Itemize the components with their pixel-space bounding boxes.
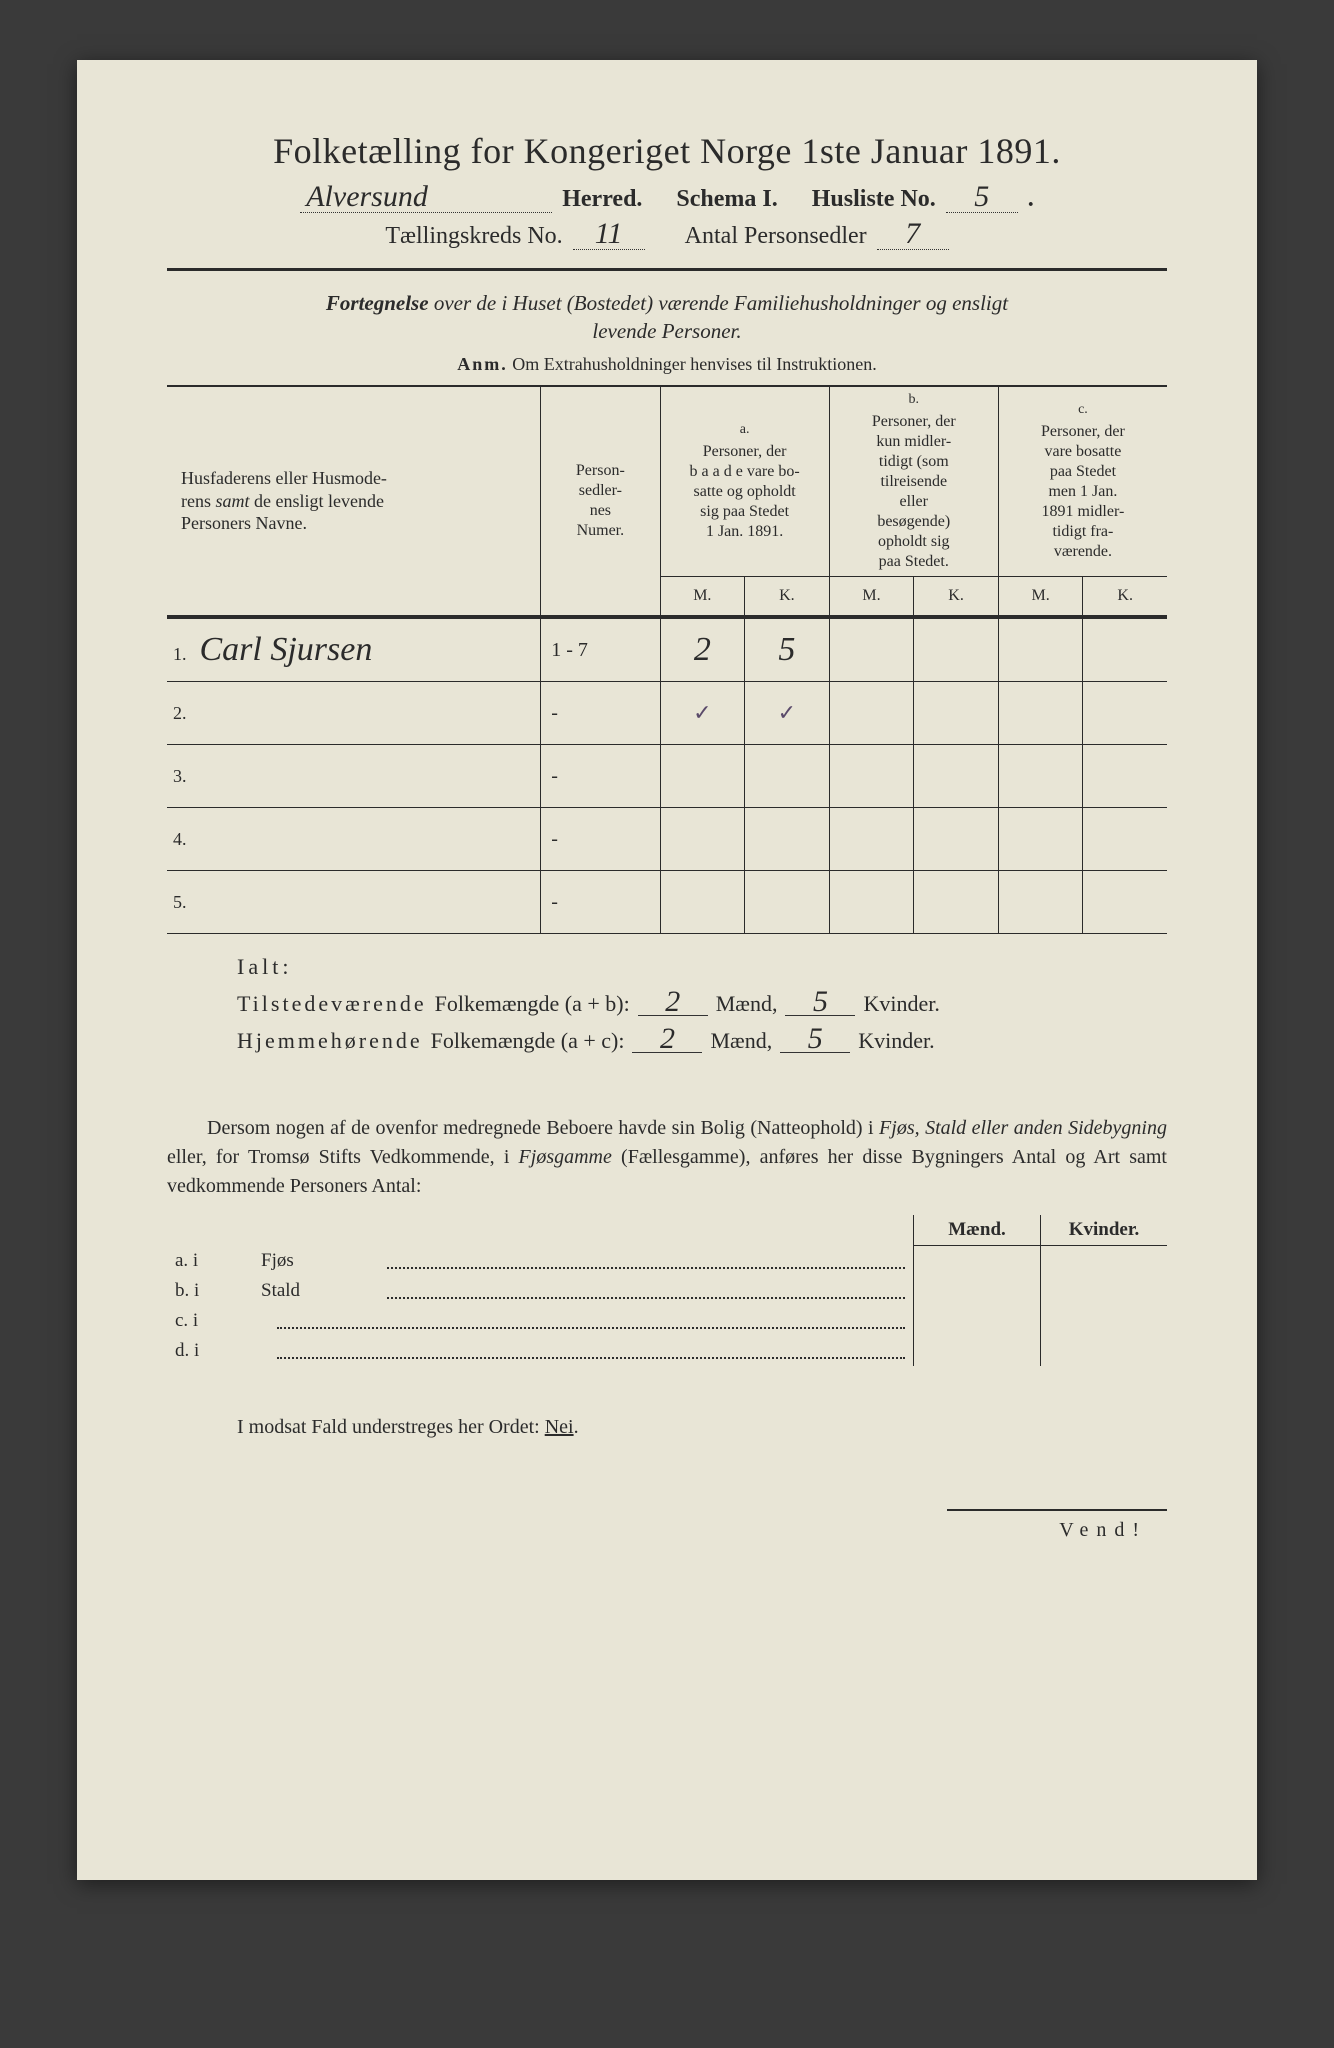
table-row: 4. - xyxy=(167,808,1167,871)
col-b-k: K. xyxy=(914,577,999,618)
sub-kvinder-header: Kvinder. xyxy=(1041,1215,1168,1246)
kreds-label: Tællingskreds No. xyxy=(385,223,562,250)
household-table: Husfaderens eller Husmode-rens samt de e… xyxy=(167,387,1167,935)
sub-row: b. i Stald xyxy=(167,1276,1167,1306)
schema-label: Schema I. xyxy=(676,186,777,213)
header-line-3: Tællingskreds No. 11 Antal Personsedler … xyxy=(167,219,1167,250)
sub-row: c. i xyxy=(167,1306,1167,1336)
col-a-k: K. xyxy=(745,577,830,618)
col-b-header: b. Personer, derkun midler-tidigt (somti… xyxy=(829,387,998,577)
turn-over-label: Vend! xyxy=(167,1519,1167,1542)
col-a-m: M. xyxy=(660,577,745,618)
table-row: 5. - xyxy=(167,871,1167,934)
present-total-line: Tilstedeværende Folkemængde (a + b): 2 M… xyxy=(237,988,1167,1017)
table-row: 1. Carl Sjursen 1 - 7 2 5 xyxy=(167,617,1167,682)
home-men: 2 xyxy=(632,1025,702,1053)
table-row: 3. - xyxy=(167,745,1167,808)
antal-label: Antal Personsedler xyxy=(685,223,867,250)
outbuilding-paragraph: Dersom nogen af de ovenfor medregnede Be… xyxy=(167,1114,1167,1201)
col-a-header: a. Personer, derb a a d e vare bo-satte … xyxy=(660,387,829,577)
col-num-header: Person-sedler-nesNumer. xyxy=(541,387,660,618)
home-women: 5 xyxy=(780,1025,850,1053)
household-name: Carl Sjursen xyxy=(200,631,373,668)
form-subtitle: Fortegnelse over de i Huset (Bostedet) v… xyxy=(167,289,1167,346)
present-men: 2 xyxy=(638,988,708,1016)
census-form-page: Folketælling for Kongeriget Norge 1ste J… xyxy=(77,60,1257,1880)
present-women: 5 xyxy=(785,988,855,1016)
page-title: Folketælling for Kongeriget Norge 1ste J… xyxy=(167,130,1167,172)
home-total-line: Hjemmehørende Folkemængde (a + c): 2 Mæn… xyxy=(237,1025,1167,1054)
header-line-2: Alversund Herred. Schema I. Husliste No.… xyxy=(167,182,1167,213)
divider xyxy=(947,1509,1167,1511)
sub-row: d. i xyxy=(167,1336,1167,1366)
outbuilding-table: Mænd. Kvinder. a. i Fjøs b. i Stald c. i… xyxy=(167,1215,1167,1366)
antal-value: 7 xyxy=(877,219,949,250)
husliste-label: Husliste No. xyxy=(812,186,936,213)
totals-block: Ialt: Tilstedeværende Folkemængde (a + b… xyxy=(167,954,1167,1054)
col-c-k: K. xyxy=(1083,577,1167,618)
col-c-header: c. Personer, dervare bosattepaa Stedetme… xyxy=(998,387,1167,577)
herred-label: Herred. xyxy=(562,186,642,213)
negative-instruction: I modsat Fald understreges her Ordet: Ne… xyxy=(167,1416,1167,1439)
ialt-label: Ialt: xyxy=(237,954,1167,980)
divider xyxy=(167,268,1167,271)
annotation-note: Anm. Om Extrahusholdninger henvises til … xyxy=(167,354,1167,375)
herred-value: Alversund xyxy=(300,182,552,213)
husliste-value: 5 xyxy=(946,182,1018,213)
sub-maend-header: Mænd. xyxy=(914,1215,1041,1246)
col-c-m: M. xyxy=(998,577,1083,618)
table-row: 2. - ✓ ✓ xyxy=(167,682,1167,745)
kreds-value: 11 xyxy=(573,219,645,250)
col-name-header: Husfaderens eller Husmode-rens samt de e… xyxy=(167,387,541,618)
col-b-m: M. xyxy=(829,577,914,618)
sub-row: a. i Fjøs xyxy=(167,1246,1167,1276)
